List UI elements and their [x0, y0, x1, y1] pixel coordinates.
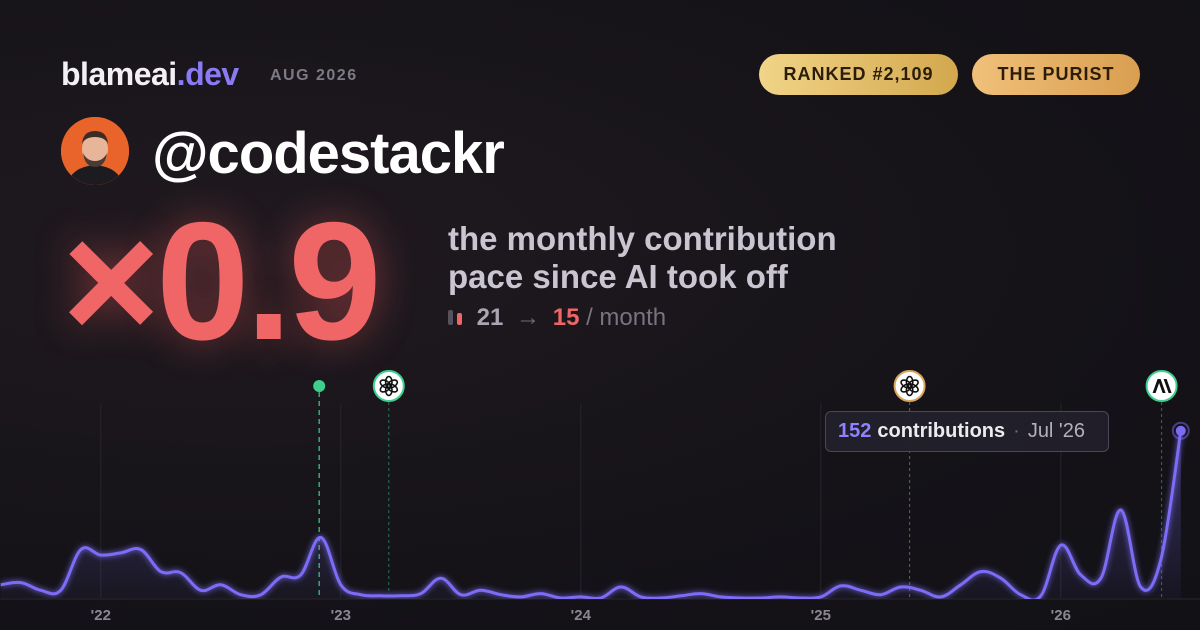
pace-icon	[448, 310, 462, 325]
event-icon-bg	[893, 370, 926, 402]
x-tick-label: '25	[811, 607, 831, 624]
brand-name: blameai	[61, 56, 177, 92]
headline: pace since AI took off	[448, 258, 788, 295]
icon-petal	[900, 379, 912, 389]
x-tick-label: '24	[571, 607, 592, 624]
event-marker	[372, 370, 405, 598]
tooltip-value: 152	[838, 420, 872, 442]
area	[0, 430, 1181, 599]
headline: the monthly contribution	[448, 220, 837, 257]
x-tick-label: '23	[331, 607, 351, 624]
multiplier: ×0.9	[62, 187, 382, 375]
event-marker	[1145, 370, 1178, 598]
tooltip-label: contributions	[877, 420, 1006, 442]
anthropic-logo	[1152, 379, 1172, 393]
title-badge: THE PURIST	[972, 54, 1140, 95]
avatar	[61, 117, 129, 185]
peak-point	[1175, 425, 1186, 436]
pace-before: 21	[476, 304, 504, 331]
avatar-image	[61, 117, 129, 185]
x-tick-label: '26	[1051, 607, 1071, 624]
icon-petal	[379, 379, 392, 389]
pace-after: 15	[552, 304, 580, 331]
pace-unit: / month	[586, 304, 667, 331]
tooltip-date: Jul '26	[1027, 420, 1085, 442]
pace: 21 → 15 / month	[448, 304, 666, 332]
event-dot	[313, 380, 326, 392]
brand-tld: .dev	[176, 56, 240, 92]
event-marker	[893, 370, 926, 598]
peak-ring	[1171, 421, 1190, 440]
rank-badge: RANKED #2,109	[759, 54, 958, 95]
handle: @codestackr	[152, 121, 505, 186]
date: AUG 2026	[270, 67, 358, 84]
event-icon-bg	[372, 370, 405, 402]
tooltip: 152 contributions · Jul '26	[825, 411, 1109, 452]
line	[0, 430, 1183, 599]
x-tick-label: '22	[91, 607, 111, 624]
pace-arrow: →	[516, 304, 541, 331]
brand: blameai.dev	[61, 56, 239, 93]
plot	[0, 430, 1183, 599]
